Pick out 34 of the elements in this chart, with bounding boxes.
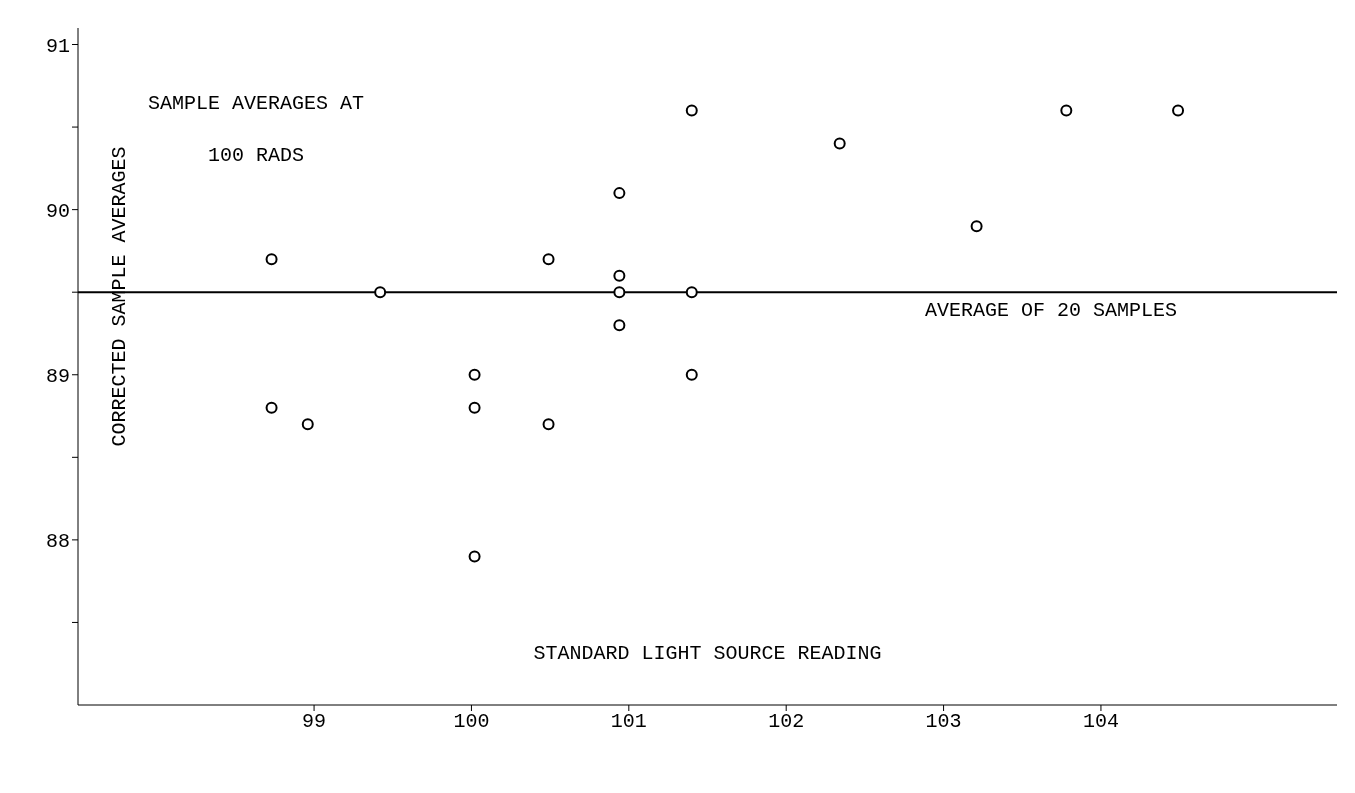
chart-title: SAMPLE AVERAGES AT 100 RADS [148, 92, 365, 167]
point [1060, 104, 1073, 117]
ref-line-label: AVERAGE OF 20 SAMPLES [924, 299, 1177, 323]
point [265, 401, 278, 414]
y-tick-label: 90 [45, 199, 70, 223]
point [468, 401, 481, 414]
y-tick-label: 91 [45, 34, 70, 58]
point [613, 187, 626, 200]
point [301, 418, 314, 431]
point [1172, 104, 1185, 117]
x-tick-label: 104 [1082, 710, 1119, 734]
x-tick-label: 100 [453, 710, 490, 734]
x-axis-title: STANDARD LIGHT SOURCE READING [533, 642, 882, 666]
point [685, 104, 698, 117]
y-tick-label: 89 [45, 364, 70, 388]
point [374, 286, 387, 299]
y-axis-title: CORRECTED SAMPLE AVERAGES [108, 146, 132, 447]
point [542, 418, 555, 431]
point [833, 137, 846, 150]
point [970, 220, 983, 233]
point [685, 368, 698, 381]
x-tick-label: 102 [768, 710, 805, 734]
x-tick-label: 99 [302, 710, 327, 734]
point [265, 253, 278, 266]
point [468, 550, 481, 563]
x-tick-label: 103 [925, 710, 962, 734]
point [468, 368, 481, 381]
point [685, 286, 698, 299]
point [613, 319, 626, 332]
point [613, 269, 626, 282]
y-tick-label: 88 [45, 529, 70, 553]
point [542, 253, 555, 266]
x-tick-label: 101 [610, 710, 647, 734]
point [613, 286, 626, 299]
